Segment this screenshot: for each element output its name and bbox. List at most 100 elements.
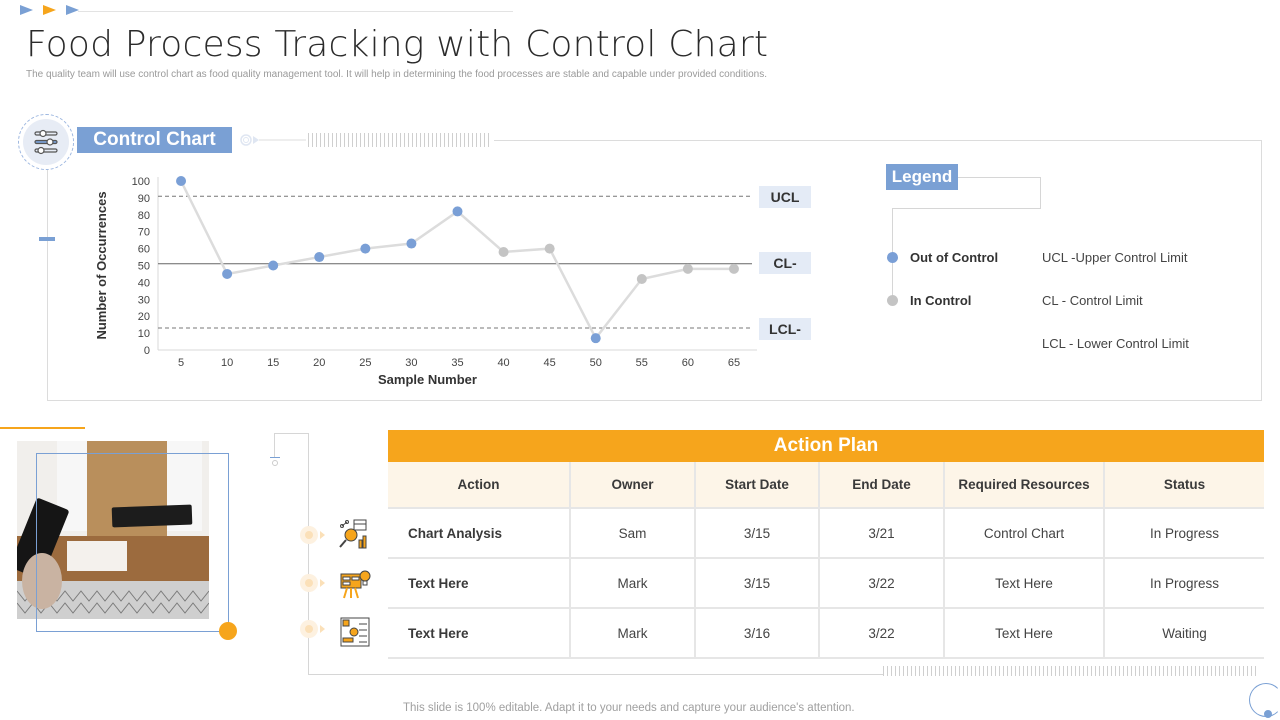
svg-text:10: 10 (221, 357, 233, 369)
column-header-required-resources: Required Resources (944, 462, 1105, 509)
svg-text:15: 15 (267, 357, 279, 369)
section-icon-badge (18, 114, 74, 170)
data-point (360, 243, 371, 254)
row-bullet (300, 620, 325, 638)
svg-text:60: 60 (682, 357, 694, 369)
cell-start-date: 3/15 (695, 508, 820, 559)
svg-text:60: 60 (138, 244, 150, 256)
cell-owner: Sam (570, 508, 696, 559)
column-header-start-date: Start Date (695, 462, 820, 509)
decor-ticks (308, 133, 489, 147)
column-header-owner: Owner (570, 462, 696, 509)
connector-node (272, 460, 278, 466)
control-chart: 0 10 20 30 40 50 60 70 80 90 100 5 10 15 20 25 30 35 40 45 5… (94, 176, 757, 387)
table-row: Text Here Mark 3/16 3/22 Text Here Waiti… (388, 608, 1264, 659)
page-title: Food Process Tracking with Control Chart (26, 24, 769, 65)
svg-text:10: 10 (138, 328, 150, 340)
cell-owner: Mark (570, 608, 696, 659)
svg-text:20: 20 (138, 311, 150, 323)
cell-resources: Text Here (944, 608, 1105, 659)
data-point (728, 263, 739, 274)
cell-end-date: 3/22 (819, 608, 945, 659)
legend-bracket (958, 177, 1041, 209)
svg-text:40: 40 (138, 277, 150, 289)
section-label-control-chart: Control Chart (77, 127, 232, 153)
legend-item-in-control: In Control (887, 293, 971, 308)
legend-definition-cl: CL - Control Limit (1042, 293, 1143, 308)
svg-text:50: 50 (138, 261, 150, 273)
table-row: Chart Analysis Sam 3/15 3/21 Control Cha… (388, 508, 1264, 559)
svg-text:20: 20 (313, 357, 325, 369)
column-header-action: Action (388, 462, 571, 509)
cell-action: Text Here (388, 608, 571, 659)
connector-line (308, 674, 883, 675)
data-point (498, 246, 509, 257)
arrow-icon (43, 5, 56, 15)
footer-note: This slide is 100% editable. Adapt it to… (403, 702, 855, 714)
svg-text:90: 90 (138, 193, 150, 205)
data-point (176, 176, 187, 186)
svg-text:80: 80 (138, 210, 150, 222)
row-bullet (300, 574, 325, 592)
decor-dot (219, 622, 237, 640)
svg-text:Sample Number: Sample Number (378, 372, 477, 387)
data-point (452, 206, 463, 217)
cell-owner: Mark (570, 558, 696, 609)
action-plan-table: Action Plan Action Owner Start Date End … (388, 430, 1264, 659)
legend-bracket (892, 208, 1041, 209)
decor-ticks (883, 666, 1256, 676)
svg-text:50: 50 (590, 357, 602, 369)
accent-bar (0, 427, 85, 429)
connector-line (308, 433, 309, 674)
cell-start-date: 3/16 (695, 608, 820, 659)
decor-dot (1264, 710, 1272, 718)
cell-end-date: 3/22 (819, 558, 945, 609)
svg-text:100: 100 (132, 176, 150, 188)
connector-line (274, 433, 275, 457)
arrow-icon (66, 5, 79, 15)
action-plan-title: Action Plan (388, 430, 1264, 462)
svg-text:0: 0 (144, 345, 150, 357)
dot-icon (887, 252, 898, 263)
cell-status: In Progress (1104, 508, 1264, 559)
svg-text:30: 30 (138, 294, 150, 306)
legend-item-out-of-control: Out of Control (887, 250, 998, 265)
cell-status: In Progress (1104, 558, 1264, 609)
sliders-icon (34, 129, 58, 155)
ucl-label: UCL (759, 186, 811, 208)
column-header-end-date: End Date (819, 462, 945, 509)
data-point (268, 260, 279, 271)
data-point (682, 263, 693, 274)
presentation-idea-icon (340, 570, 371, 599)
connector-line (274, 433, 309, 434)
svg-text:55: 55 (636, 357, 648, 369)
divider (494, 140, 1262, 141)
page-subtitle: The quality team will use control chart … (26, 69, 767, 80)
photo-frame (36, 453, 229, 632)
chart-analysis-icon (339, 519, 367, 549)
panel-accent (39, 237, 55, 241)
arrow-icon (20, 5, 33, 15)
data-point (636, 274, 647, 285)
table-row: Text Here Mark 3/15 3/22 Text Here In Pr… (388, 558, 1264, 609)
divider (78, 11, 513, 12)
decor-arrows (20, 5, 79, 15)
column-header-status: Status (1104, 462, 1264, 509)
data-point (314, 252, 325, 263)
svg-text:65: 65 (728, 357, 740, 369)
cell-end-date: 3/21 (819, 508, 945, 559)
dot-icon (887, 295, 898, 306)
process-flow-icon (340, 617, 370, 647)
legend-title: Legend (886, 164, 958, 190)
cell-status: Waiting (1104, 608, 1264, 659)
data-point (544, 243, 555, 254)
svg-text:Number of Occurrences: Number of Occurrences (94, 191, 109, 339)
svg-text:25: 25 (359, 357, 371, 369)
cell-action: Text Here (388, 558, 571, 609)
cell-resources: Text Here (944, 558, 1105, 609)
data-point (590, 333, 601, 344)
svg-text:70: 70 (138, 227, 150, 239)
legend-definition-ucl: UCL -Upper Control Limit (1042, 250, 1188, 265)
decor-connector (240, 132, 500, 153)
svg-text:5: 5 (178, 357, 184, 369)
